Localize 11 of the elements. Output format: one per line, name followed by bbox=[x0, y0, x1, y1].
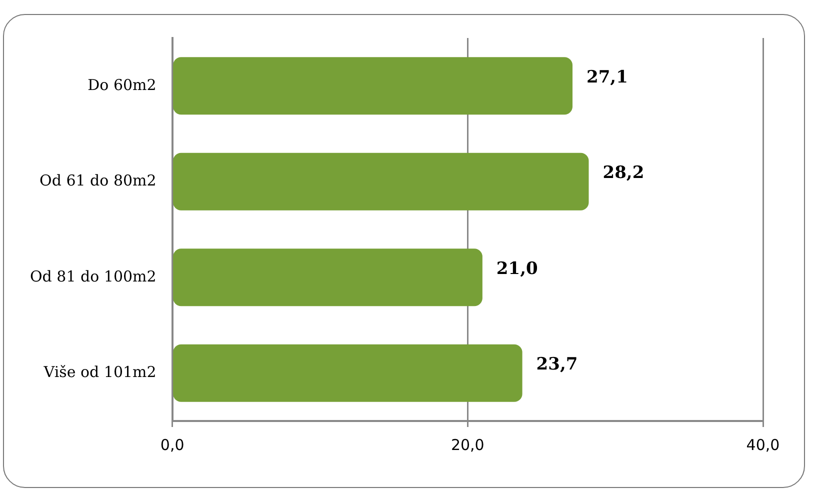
data-label: 23,7 bbox=[536, 354, 578, 375]
y-tick-label: Od 61 do 80m2 bbox=[40, 172, 156, 190]
y-tick-label: Od 81 do 100m2 bbox=[30, 267, 156, 286]
x-tick-label: 0,0 bbox=[160, 436, 184, 454]
x-tick-label: 40,0 bbox=[746, 436, 780, 454]
y-tick-label: Više od 101m2 bbox=[42, 363, 156, 382]
data-label: 21,0 bbox=[496, 258, 538, 279]
x-tick-label: 20,0 bbox=[450, 436, 484, 454]
data-label: 27,1 bbox=[586, 67, 628, 88]
data-label: 28,2 bbox=[602, 163, 644, 184]
y-tick-label: Do 60m2 bbox=[88, 76, 156, 94]
